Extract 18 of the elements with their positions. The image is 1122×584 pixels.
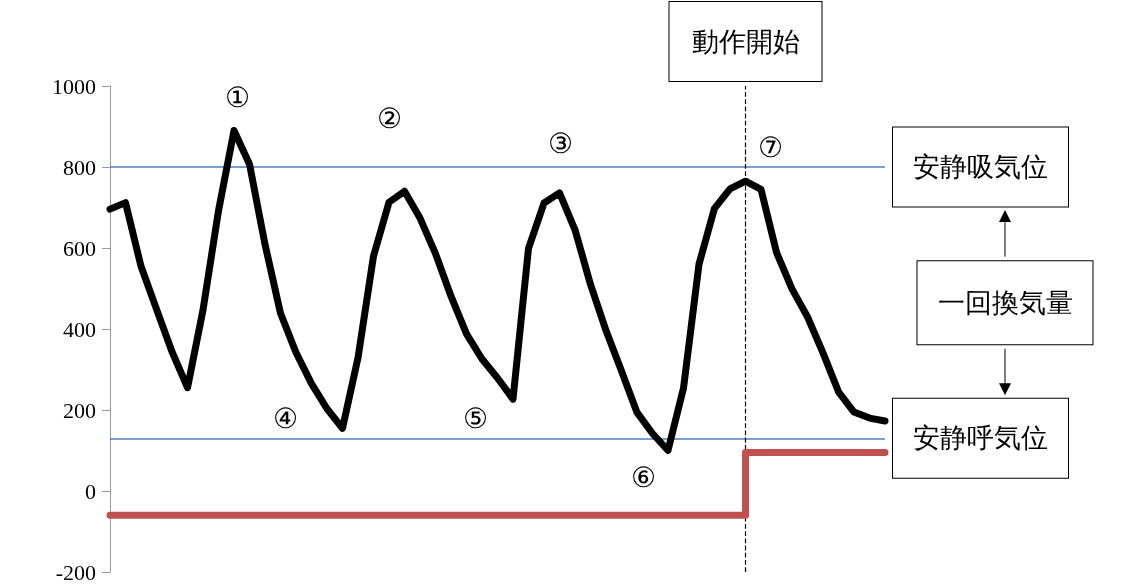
text: 動作開始 [691,26,800,57]
ref-line-label: 安静吸気位 [913,152,1048,182]
y-tick-label: 400 [63,316,96,342]
annotation: ④ [272,402,298,434]
text: 一回換気量 [937,287,1073,318]
annotation: ③ [547,127,573,159]
annotation: ⑤ [462,402,488,434]
ref-line-label: 安静呼気位 [913,423,1048,454]
y-tick-label: 0 [85,478,96,504]
annotation: ⑥ [630,461,656,493]
y-tick-label: 800 [63,154,96,180]
annotation: ② [377,102,403,134]
annotation: ⑦ [757,131,783,163]
annotation: ① [225,81,251,113]
y-tick-label: -200 [55,559,96,584]
y-tick-label: 600 [63,235,96,261]
y-tick-label: 200 [63,397,96,423]
y-tick-label: 1000 [52,73,96,99]
